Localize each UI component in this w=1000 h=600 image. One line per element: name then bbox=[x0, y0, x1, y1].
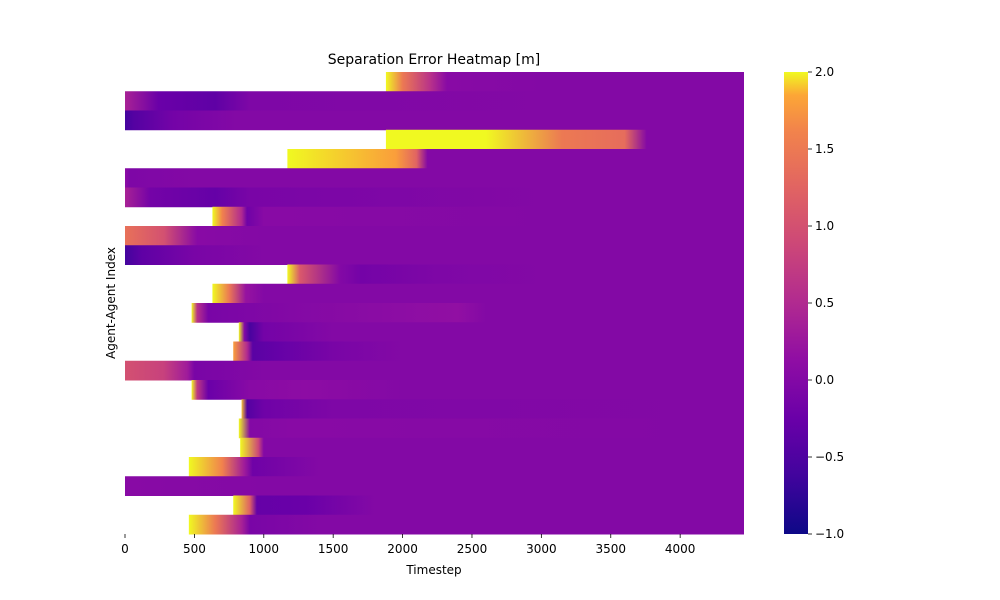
heatmap-row bbox=[125, 360, 744, 381]
heatmap-row bbox=[385, 72, 744, 92]
colorbar-tick-label: 0.5 bbox=[815, 296, 834, 310]
heatmap-row bbox=[238, 418, 744, 439]
heatmap-row bbox=[385, 129, 744, 150]
heatmap-row bbox=[188, 457, 745, 477]
heatmap-row bbox=[233, 341, 744, 362]
heatmap-row bbox=[125, 226, 744, 246]
x-tick-label: 2500 bbox=[457, 542, 488, 556]
heatmap-row bbox=[125, 110, 744, 131]
colorbar-tick-label: 0.0 bbox=[815, 373, 834, 387]
heatmap-row bbox=[125, 187, 744, 208]
colorbar-axis: −1.0 −0.5 0.0 0.5 1.0 1.5 2.0 bbox=[808, 65, 844, 541]
x-tick-label: 3000 bbox=[526, 542, 557, 556]
x-tick-label: 1500 bbox=[318, 542, 349, 556]
heatmap-row bbox=[240, 437, 744, 458]
heatmap-row bbox=[188, 514, 745, 535]
heatmap-row bbox=[125, 168, 744, 188]
y-axis-label: Agent-Agent Index bbox=[104, 247, 118, 359]
heatmap-row bbox=[287, 264, 744, 285]
heatmap-row bbox=[287, 149, 744, 169]
colorbar-tick-label: 1.5 bbox=[815, 142, 834, 156]
x-axis: 0 500 1000 1500 2000 2500 3000 3500 4000 bbox=[121, 534, 695, 556]
heatmap-row bbox=[125, 476, 744, 496]
colorbar-tick-label: 1.0 bbox=[815, 219, 834, 233]
x-tick-label: 500 bbox=[183, 542, 206, 556]
heatmap-row bbox=[191, 380, 744, 400]
x-tick-label: 2000 bbox=[387, 542, 418, 556]
x-axis-label: Timestep bbox=[405, 563, 461, 577]
heatmap-row bbox=[212, 206, 744, 227]
colorbar bbox=[784, 72, 808, 534]
heatmap-row bbox=[233, 495, 744, 516]
colorbar-tick-label: 2.0 bbox=[815, 65, 834, 79]
heatmap-row bbox=[191, 303, 744, 323]
x-tick-label: 0 bbox=[121, 542, 129, 556]
heatmap-rows bbox=[125, 72, 745, 535]
heatmap-row bbox=[125, 245, 744, 265]
heatmap-row bbox=[212, 283, 744, 304]
x-tick-label: 1000 bbox=[249, 542, 280, 556]
heatmap-row bbox=[241, 399, 745, 419]
x-tick-label: 4000 bbox=[665, 542, 696, 556]
heatmap-row bbox=[125, 91, 744, 111]
colorbar-tick-label: −1.0 bbox=[815, 527, 844, 541]
heatmap-row bbox=[238, 322, 744, 342]
x-tick-label: 3500 bbox=[595, 542, 626, 556]
chart-title: Separation Error Heatmap [m] bbox=[328, 52, 540, 68]
colorbar-tick-label: −0.5 bbox=[815, 450, 844, 464]
